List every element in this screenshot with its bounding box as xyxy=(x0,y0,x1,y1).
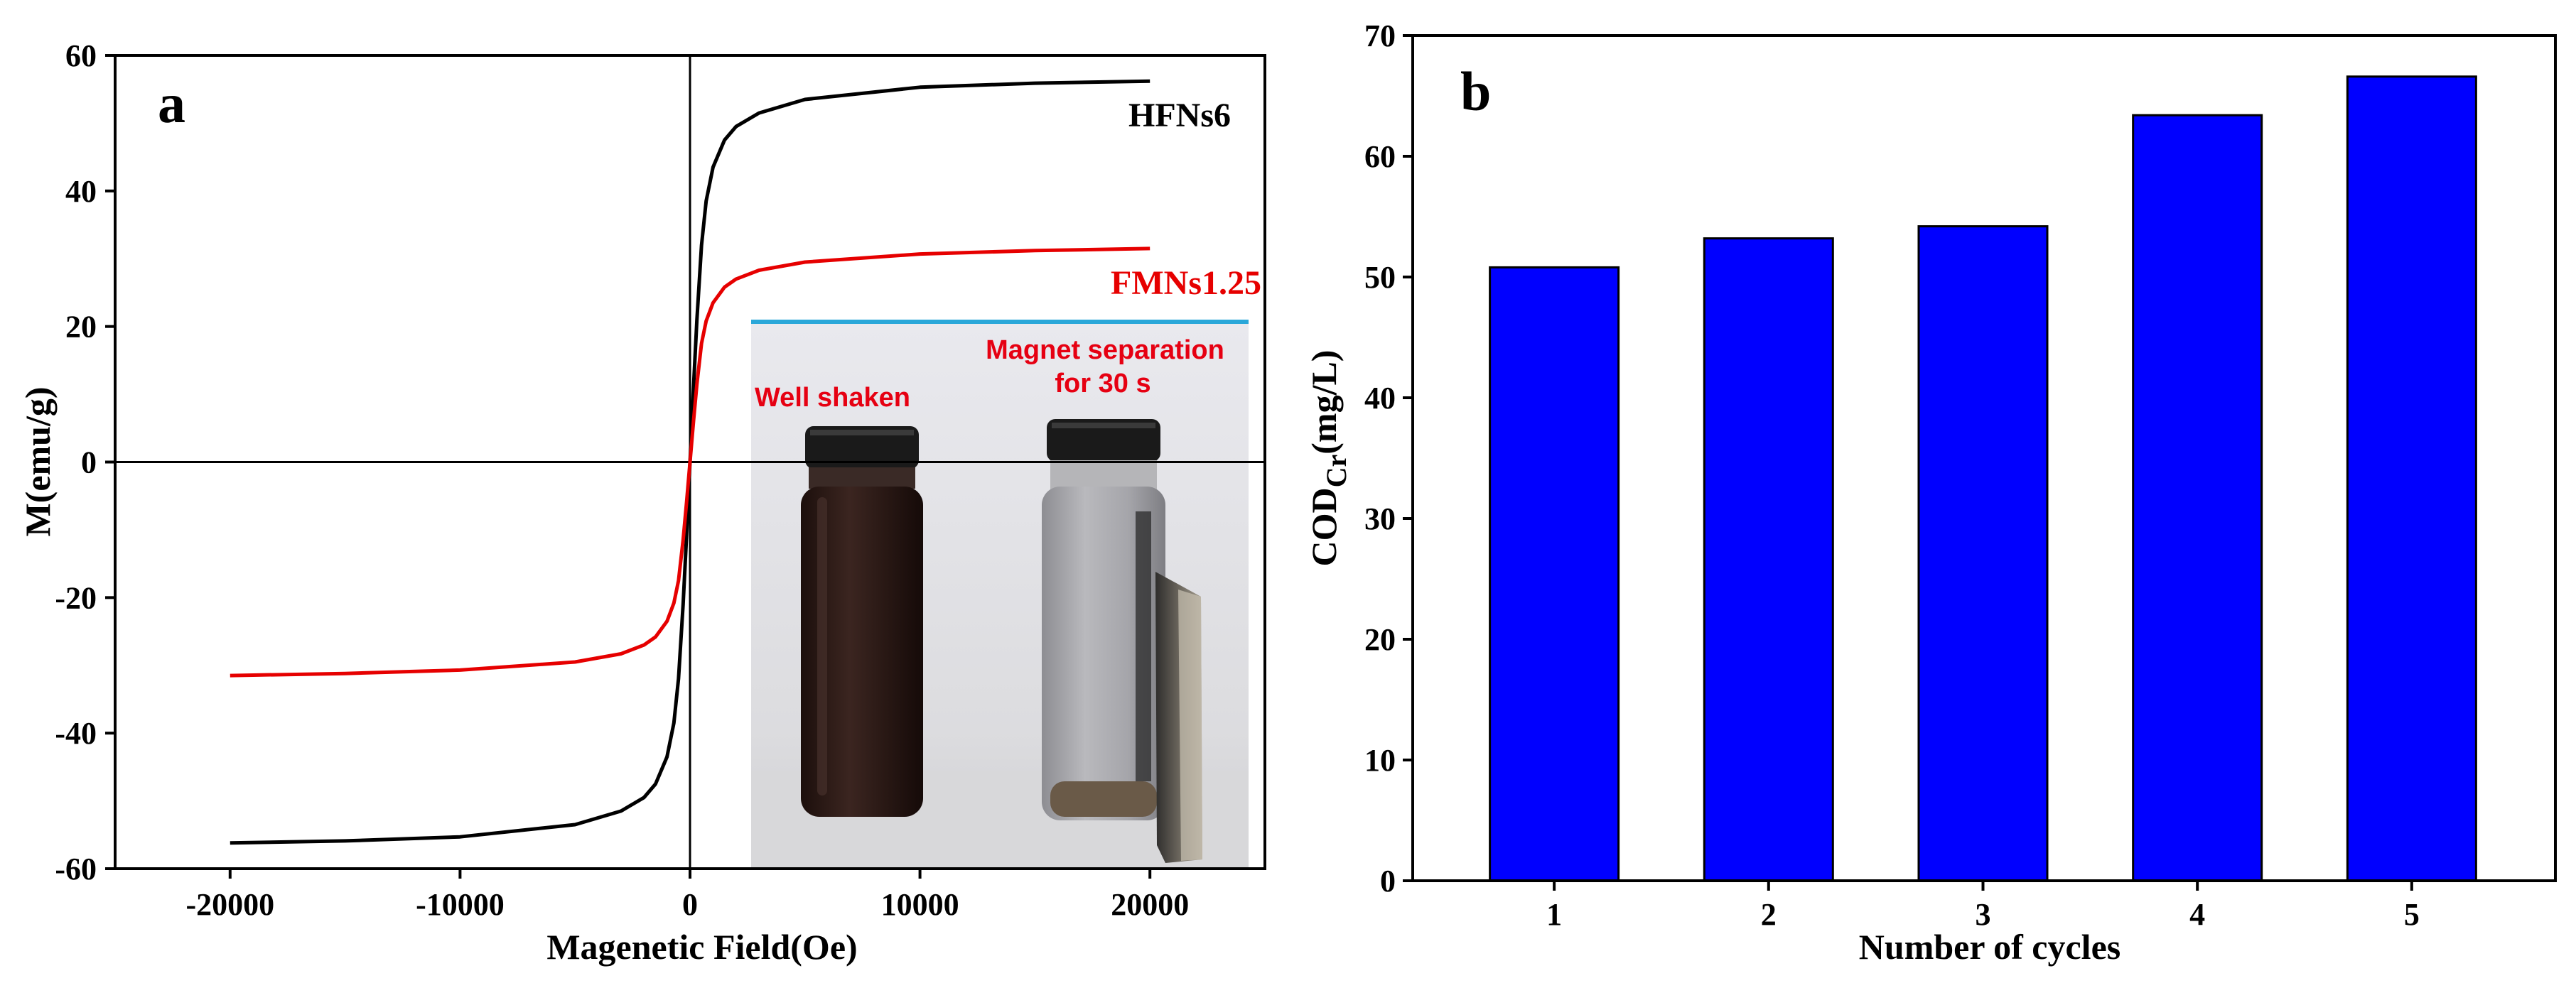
bar-cycle-3 xyxy=(1917,225,2049,882)
y-tick-label: 10 xyxy=(1364,743,1396,778)
y-tick-label: 60 xyxy=(65,38,97,73)
y-tick-label: 20 xyxy=(1364,622,1396,657)
x-tick-label: 0 xyxy=(682,887,698,922)
y-label-unit: (mg/L) xyxy=(1304,350,1344,455)
x-tick-label: 3 xyxy=(1975,897,1990,932)
y-tick-label: -20 xyxy=(55,580,97,615)
photo-caption-magnet-separation: Magnet separation xyxy=(986,335,1224,365)
bar-cycle-5 xyxy=(2346,75,2477,882)
panel-a-label: a xyxy=(158,72,185,134)
panel-b-x-axis-label: Number of cycles xyxy=(1859,927,2120,967)
y-tick-label: 20 xyxy=(65,310,97,344)
x-tick-label: -10000 xyxy=(416,887,505,922)
x-tick-label: 20000 xyxy=(1111,887,1189,922)
vial-magnet-separated xyxy=(1042,419,1165,820)
y-tick-label: -60 xyxy=(55,852,97,886)
x-tick-label: 2 xyxy=(1761,897,1777,932)
x-tick-label: 5 xyxy=(2404,897,2420,932)
photo-caption-30s: for 30 s xyxy=(1055,369,1150,398)
x-tick-label: 4 xyxy=(2189,897,2205,932)
panel-a-curves xyxy=(230,79,1150,845)
panel-b-bars xyxy=(1489,75,2477,882)
y-tick-label: 40 xyxy=(65,174,97,209)
y-tick-label: 30 xyxy=(1364,501,1396,536)
x-tick-label: 1 xyxy=(1546,897,1562,932)
bar-cycle-1 xyxy=(1489,266,1620,882)
y-tick-label: 50 xyxy=(1364,260,1396,295)
x-tick-label: -20000 xyxy=(185,887,274,922)
panel-a-magnetization-chart: Well shaken Magnet separation for 30 s -… xyxy=(18,38,1266,967)
series-label-hfns6: HFNs6 xyxy=(1128,97,1231,134)
y-tick-label: 60 xyxy=(1364,139,1396,174)
panel-a-ticks: -20000 -10000 0 10000 20000 -60 -40 -20 0 20 40 60 xyxy=(55,38,1189,922)
bar-cycle-2 xyxy=(1703,237,1834,882)
inset-photo: Well shaken Magnet separation for 30 s xyxy=(751,320,1249,868)
panel-a-y-axis-label: M(emu/g) xyxy=(18,386,58,536)
panel-b-label: b xyxy=(1460,60,1491,122)
panel-b-y-axis-label: CODCr(mg/L) xyxy=(1304,350,1352,567)
y-label-subscript-cr: Cr xyxy=(1320,455,1352,488)
magnet-bar xyxy=(1155,572,1202,863)
curve-fmns125 xyxy=(230,246,1150,678)
y-tick-label: -40 xyxy=(55,716,97,751)
series-label-fmns125: FMNs1.25 xyxy=(1111,264,1261,302)
y-tick-label: 0 xyxy=(81,445,97,480)
y-tick-label: 70 xyxy=(1364,18,1396,53)
y-tick-label: 0 xyxy=(1380,864,1396,899)
vial-well-shaken xyxy=(801,426,923,817)
photo-caption-well-shaken: Well shaken xyxy=(755,383,910,413)
y-tick-label: 40 xyxy=(1364,381,1396,416)
bar-cycle-4 xyxy=(2132,114,2263,882)
y-label-cod: COD xyxy=(1304,487,1344,566)
photo-top-border xyxy=(751,320,1249,324)
x-tick-label: 10000 xyxy=(881,887,959,922)
panel-a-x-axis-label: Magenetic Field(Oe) xyxy=(546,927,857,967)
